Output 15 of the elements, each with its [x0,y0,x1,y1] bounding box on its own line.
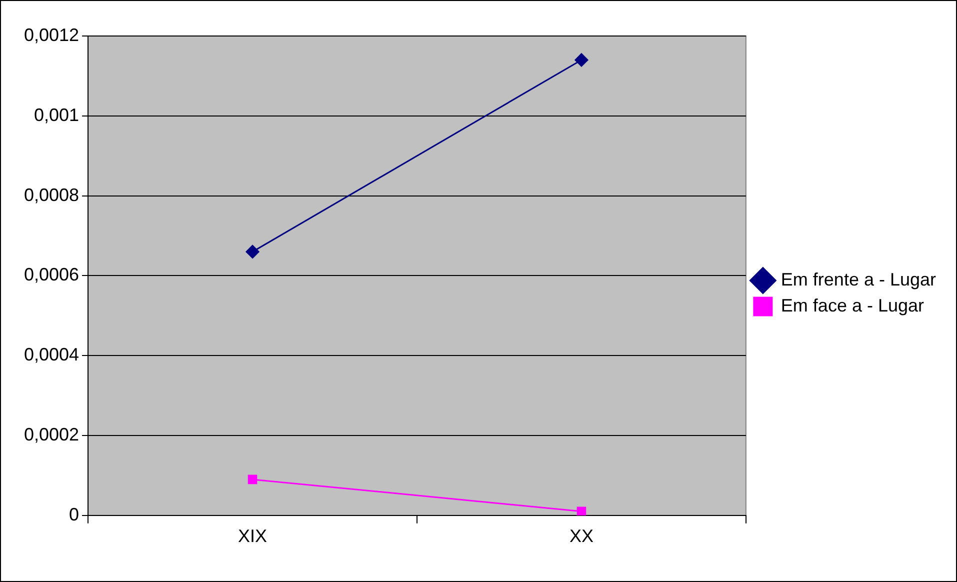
point [246,244,260,258]
y-tick-label: 0,0006 [24,264,80,285]
point [576,506,586,516]
point [248,474,258,484]
y-tick-label: 0,001 [34,104,80,125]
y-tick-label: 0,0002 [24,424,80,444]
legend-label: Em face a - Lugar [780,295,924,316]
y-tick-label: 0,0012 [24,24,80,45]
legend-label: Em frente a - Lugar [780,269,936,290]
y-tick-label: 0,0004 [24,344,80,365]
x-tick-label: XX [569,526,594,546]
point [574,53,588,67]
x-tick-label: XIX [238,526,268,546]
y-tick-label: 0,0008 [24,184,80,205]
y-tick-label: 0 [69,504,80,524]
